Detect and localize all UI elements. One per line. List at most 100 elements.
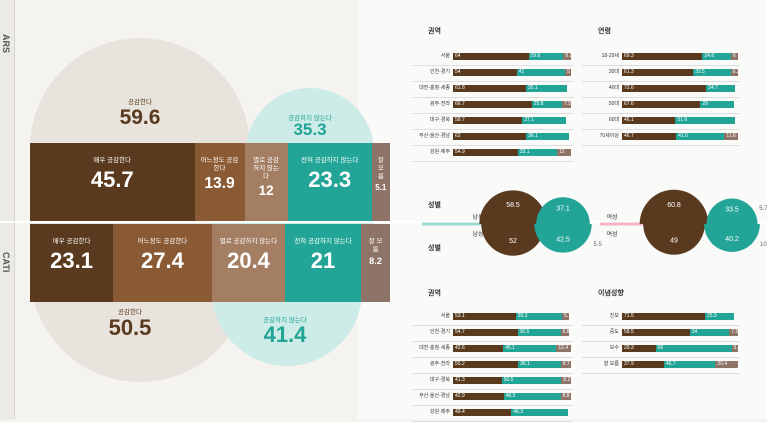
gender-bottom-agree-0 bbox=[481, 224, 545, 256]
age-segment: 69.3 bbox=[622, 53, 703, 60]
cati-bar-value-2: 20.4 bbox=[227, 248, 270, 274]
cati-bar-0: 매우 공감한다 23.1 bbox=[30, 224, 114, 302]
age-row-divider bbox=[582, 145, 740, 146]
age-row-divider bbox=[582, 129, 740, 130]
region-bottom-segment: 5.7 bbox=[562, 313, 569, 320]
gender-top-disagree-value-0: 37.1 bbox=[556, 206, 570, 213]
gender-label-bottom-0: 남성 bbox=[472, 230, 483, 238]
region-bottom-row-label: 인천·경기 bbox=[429, 329, 450, 335]
ideology-row-label: 진보 bbox=[609, 313, 619, 319]
age-title: 연령 bbox=[598, 28, 611, 35]
region-bottom-segment: 36.1 bbox=[518, 361, 561, 368]
gender-top-agree-value-1: 60.8 bbox=[667, 202, 681, 209]
cati-bar-label-2: 별로 공감하지 않는다 bbox=[219, 238, 278, 246]
age-segment: 51.6 bbox=[675, 117, 736, 124]
region-bottom-row-label: 대전·충청·세종 bbox=[419, 345, 450, 351]
region-bottom-row-label: 대구·경북 bbox=[429, 377, 450, 383]
age-segment: 6.2 bbox=[730, 69, 738, 76]
region-top-row-divider bbox=[413, 113, 573, 114]
ideology-segment: 7.5 bbox=[729, 329, 738, 336]
ideology-segment: 37.9 bbox=[622, 361, 664, 368]
ars-bar-3: 전혀 공감하지 않는다 23.3 bbox=[287, 143, 372, 221]
ars-bar-4: 잘 모름 5.1 bbox=[371, 143, 390, 221]
region-top-row-label: 대전·충청·세종 bbox=[419, 85, 450, 91]
region-bottom-row-divider bbox=[413, 341, 573, 342]
age-segment: 61.3 bbox=[622, 69, 694, 76]
ideology-row: 진보 71.5 25.3 bbox=[610, 313, 738, 320]
cati-bar-label-0: 매우 공감한다 bbox=[52, 238, 91, 246]
gender-bottom-disagree-1 bbox=[704, 224, 760, 252]
region-top-row: 대구·경북 58.7 37.1 bbox=[430, 117, 571, 124]
region-top-row-divider bbox=[413, 129, 573, 130]
age-segment: 32.5 bbox=[693, 69, 731, 76]
cati-bar-value-4: 8.2 bbox=[369, 256, 382, 267]
gender-title-top: 성별 bbox=[428, 202, 441, 209]
gender-top-disagree-0 bbox=[536, 197, 590, 224]
gender-top-agree-0 bbox=[479, 190, 547, 224]
region-bottom-segment: 12.4 bbox=[556, 345, 571, 352]
region-top-row-divider bbox=[413, 145, 573, 146]
region-top-row-label: 인천·경기 bbox=[429, 69, 450, 75]
age-segment: 46.7 bbox=[622, 133, 677, 140]
age-segment: 11.6 bbox=[724, 133, 738, 140]
cati-agree-value: 50.5 bbox=[108, 315, 152, 340]
cati-bar-1: 어느정도 공감한다 27.4 bbox=[113, 224, 212, 302]
gender-top-disagree-1 bbox=[706, 198, 758, 224]
region-top-segment: 12 bbox=[556, 149, 571, 156]
ideology-segment: 66 bbox=[655, 345, 732, 352]
region-bottom-segment: 39.3 bbox=[515, 313, 563, 320]
age-segment: 29 bbox=[700, 101, 735, 108]
region-bottom-row-divider bbox=[413, 373, 573, 374]
age-segment: 72.6 bbox=[622, 85, 707, 92]
ideology-row: 중도 58.5 34 7.5 bbox=[610, 329, 738, 336]
region-top-row-divider bbox=[413, 161, 573, 162]
ideology-segment: 25.3 bbox=[704, 313, 735, 320]
age-row-label: 40대 bbox=[608, 85, 619, 91]
region-bottom-segment: 53.1 bbox=[453, 313, 516, 320]
center-divider bbox=[0, 221, 767, 223]
ars-label: ARS bbox=[1, 34, 11, 54]
region-bottom-segment: 48.3 bbox=[503, 393, 561, 400]
region-top-segment: 64 bbox=[453, 53, 529, 60]
region-bottom-segment: 8.8 bbox=[560, 393, 571, 400]
region-bottom-segment: 8.7 bbox=[560, 361, 571, 368]
ideology-segment: 71.5 bbox=[622, 313, 705, 320]
region-top-segment: 54 bbox=[453, 69, 517, 76]
cati-bar-2: 별로 공감하지 않는다 20.4 bbox=[211, 224, 286, 302]
ars-agree-value: 59.6 bbox=[119, 106, 161, 129]
region-bottom-row: 대전·충청·세종 42.6 45.1 12.4 bbox=[419, 345, 571, 352]
region-bottom-row: 부산·울산·경남 42.9 48.3 8.8 bbox=[419, 393, 571, 400]
cati-bar-label-1: 어느정도 공감한다 bbox=[137, 238, 188, 246]
region-top-row: 부산·울산·경남 62 36.1 bbox=[419, 133, 571, 140]
region-top-row-label: 강원·제주 bbox=[429, 149, 450, 155]
ideology-segment: 46.7 bbox=[663, 361, 716, 368]
ars-bar-value-3: 23.3 bbox=[308, 167, 352, 193]
region-title-top: 권역 bbox=[428, 28, 441, 35]
ars-bar-1: 어느정도 공감한다 13.9 bbox=[194, 143, 245, 221]
region-top-row: 대전·충청·세종 61.8 35.1 bbox=[419, 85, 571, 92]
age-row-divider bbox=[582, 65, 740, 66]
age-row-label: 50대 bbox=[608, 101, 619, 107]
region-top-row-label: 광주·전라 bbox=[429, 101, 450, 107]
ideology-row-label: 중도 bbox=[609, 329, 619, 335]
gender-axis-male bbox=[422, 222, 522, 226]
age-segment: 24.6 bbox=[702, 53, 731, 60]
gender-bottom-agree-1 bbox=[643, 224, 705, 255]
gender-top-disagree-value-1: 33.5 bbox=[725, 206, 739, 213]
region-top-segment: 25.8 bbox=[531, 101, 563, 108]
cati-disagree-label: 공감하지 않는다 bbox=[263, 317, 307, 324]
age-row-label: 60대 bbox=[608, 117, 619, 123]
ideology-row-label: 보수 bbox=[609, 345, 619, 351]
ars-bar-2: 별로 공감하지 않는다 12 bbox=[244, 143, 288, 221]
region-top-row-label: 부산·울산·경남 bbox=[419, 133, 450, 139]
age-row-label: 70세이상 bbox=[599, 133, 619, 139]
ideology-title: 이념성향 bbox=[598, 290, 624, 297]
region-top-segment: 54.9 bbox=[453, 149, 518, 156]
gender-label-top-1: 여성 bbox=[606, 213, 617, 221]
region-top-row: 인천·경기 54 41 5 bbox=[430, 69, 571, 76]
gender-top-unknown-value-1: 5.7 bbox=[759, 206, 767, 212]
ideology-row: 잘 모름 37.9 46.7 20.4 bbox=[604, 361, 738, 368]
cati-disagree-value: 41.4 bbox=[263, 322, 307, 347]
